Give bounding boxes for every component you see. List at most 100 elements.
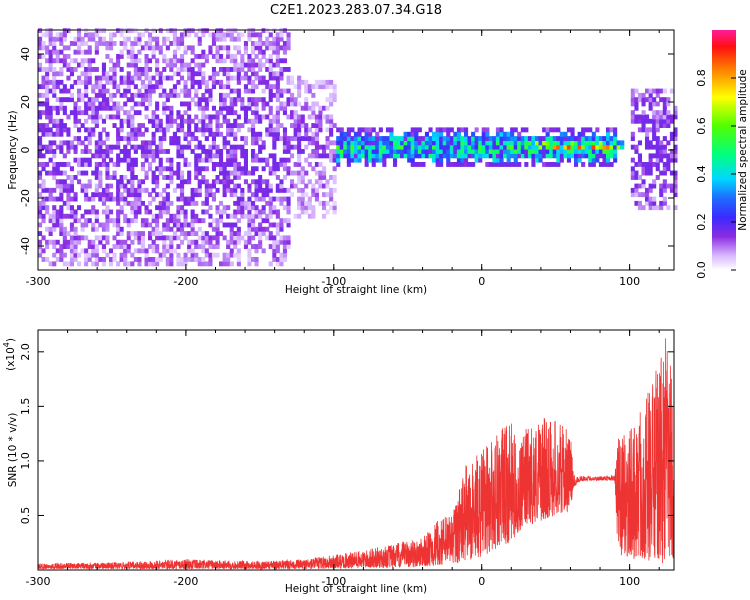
spectrogram-cell [251,166,256,172]
spectrogram-cell [208,149,213,154]
spectrogram-cell [38,101,43,107]
spectrogram-cell [180,88,185,94]
spectrogram-cell [183,261,188,267]
spectrogram-cell [630,88,635,94]
spectrogram-cell [307,205,312,211]
spectrogram-cell [304,88,309,94]
spectrogram-cell [112,162,117,167]
spectrogram-cell [304,144,309,150]
spectrogram-cell [158,231,163,236]
spectrogram-cell [73,248,78,254]
spectrogram-cell [38,36,43,42]
spectrogram-cell [98,239,103,245]
spectrogram-cell [222,36,227,42]
spectrogram-cell [336,140,341,146]
spectrogram-cell [130,62,135,68]
spectrogram-cell [87,140,92,146]
spectrogram-cell [510,131,515,137]
spectrogram-cell [322,205,327,211]
spectrogram-cell [222,105,227,111]
spectrogram-cell [187,62,192,68]
spectrogram-cell [84,183,89,189]
spectrogram-cell [52,67,57,72]
spectrogram-cell [478,153,483,159]
spectrogram-cell [211,140,216,146]
spectrogram-cell [101,226,106,232]
spectrogram-cell [535,140,540,146]
spectrogram-cell [258,97,263,103]
spectrogram-cell [126,123,131,128]
spectrogram-cell [613,136,618,141]
spectrogram-cell [233,101,238,107]
spectrogram-cell [94,235,99,241]
spectrogram-cell [183,144,188,150]
spectrogram-cell [393,149,398,154]
spectrogram-cell [172,32,177,38]
spectrogram-cell [268,244,273,249]
spectrogram-cell [559,136,564,141]
spectrogram-cell [204,248,209,254]
spectrogram-cell [588,149,593,154]
spectrogram-cell [201,261,206,267]
spectrogram-cell [59,252,64,258]
spectrogram-cell [45,28,50,33]
spectrogram-cell [591,140,596,146]
spectrogram-cell [318,105,323,111]
spectrogram-cell [197,71,202,77]
spectrogram-cell [591,136,596,141]
spectrogram-cell [158,162,163,167]
spectrogram-cell [158,45,163,51]
spectrogram-cell [84,261,89,267]
spectrogram-cell [488,153,493,159]
spectrogram-cell [126,75,131,81]
spectrogram-cell [300,123,305,128]
spectrogram-cell [286,88,291,94]
spectrogram-cell [148,149,153,154]
spectrogram-cell [400,153,405,159]
spectrogram-cell [73,209,78,215]
spectrogram-cell [101,75,106,81]
spectrogram-cell [570,149,575,154]
spectrogram-cell [197,54,202,59]
spectrogram-cell [126,248,131,254]
spectrogram-cell [219,149,224,154]
spectrogram-cell [116,183,121,189]
spectrogram-cell [282,205,287,211]
spectrogram-cell [162,226,167,232]
spectrogram-cell [62,244,67,249]
spectrogram-cell [69,166,74,172]
spectrogram-cell [130,170,135,176]
spectrogram-cell [52,41,57,46]
spectrogram-cell [268,110,273,116]
spectrogram-cell [606,144,611,150]
spectrogram-cell [243,140,248,146]
spectrogram-cell [272,49,277,55]
spectrogram-cell [211,144,216,150]
spectrogram-cell [417,136,422,141]
spectrogram-cell [495,127,500,133]
spectrogram-cell [300,187,305,193]
spectrogram-cell [251,136,256,141]
spectrogram-cell [187,45,192,51]
spectrogram-cell [80,92,85,98]
spectrogram-cell [62,110,67,116]
spectrogram-cell [268,67,273,72]
spectrogram-cell [55,58,60,64]
spectrogram-cell [190,213,195,219]
spectrogram-cell [140,45,145,51]
spectrogram-cell [215,218,220,224]
spectrogram-cell [645,192,650,198]
spectrogram-cell [350,136,355,141]
spectrogram-cell [474,153,479,159]
spectrogram-cell [648,88,653,94]
spectrogram-cell [226,183,231,189]
spectrogram-cell [297,88,302,94]
spectrogram-cell [41,187,46,193]
spectrogram-cell [140,179,145,185]
spectrogram-cell [336,157,341,163]
spectrogram-cell [52,45,57,51]
spectrogram-cell [55,32,60,38]
spectrogram-cell [290,92,295,98]
spectrogram-cell [389,144,394,150]
spectrogram-cell [91,127,96,133]
